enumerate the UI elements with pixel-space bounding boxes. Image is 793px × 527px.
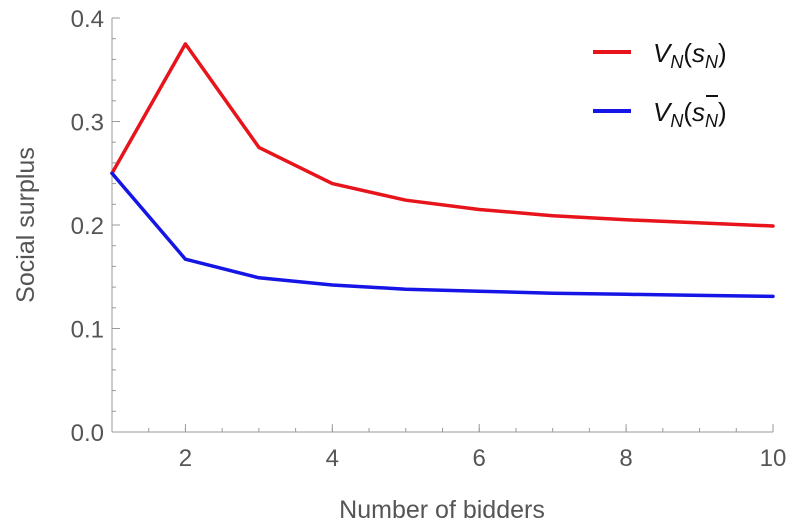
y-tick-label: 0.4	[71, 6, 104, 33]
legend-label-series-1: VN(sN)	[653, 38, 727, 72]
x-minor-ticks	[148, 428, 774, 432]
x-tick-label: 2	[179, 445, 192, 472]
x-axis-ticks: 2 4 6 8 10	[179, 424, 787, 472]
x-tick-label: 6	[473, 445, 486, 472]
x-tick-label: 4	[326, 445, 339, 472]
legend: VN(sN) VN(sN)	[593, 38, 727, 131]
series-line-2	[110, 171, 775, 299]
y-tick-label: 0.0	[71, 420, 104, 447]
legend-label-series-2: VN(sN)	[653, 97, 727, 131]
y-axis-title: Social surplus	[12, 147, 40, 303]
x-axis-title: Number of bidders	[339, 496, 545, 524]
x-tick-label: 10	[760, 445, 787, 472]
y-tick-label: 0.2	[71, 213, 104, 240]
x-tick-label: 8	[619, 445, 632, 472]
series-layer	[110, 42, 775, 299]
y-axis-ticks: 0.0 0.1 0.2 0.3 0.4	[71, 6, 120, 447]
y-tick-label: 0.1	[71, 317, 104, 344]
y-tick-label: 0.3	[71, 110, 104, 137]
series-line-1	[110, 42, 775, 228]
